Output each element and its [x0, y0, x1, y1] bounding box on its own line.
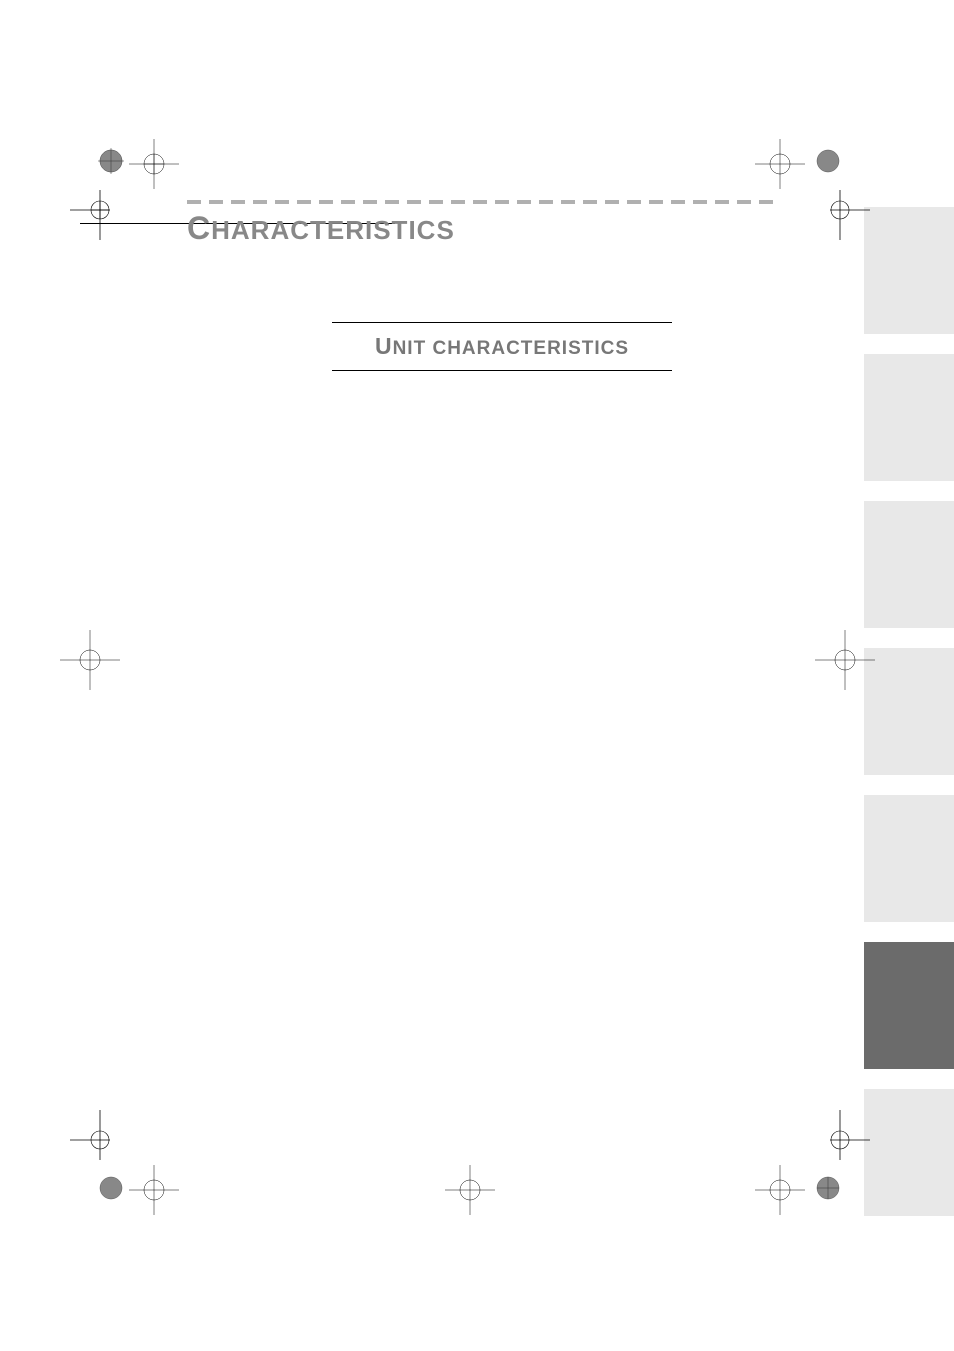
subsection-text1: NIT [393, 338, 427, 359]
side-tab [864, 1089, 954, 1216]
subsection-box: UNIT CHARACTERISTICS [332, 322, 672, 371]
trim-mark-icon [70, 1100, 130, 1160]
crosshair-icon [129, 139, 179, 189]
dash [297, 200, 311, 204]
dash [649, 200, 663, 204]
dash [341, 200, 355, 204]
trim-mark-icon [70, 190, 130, 250]
subsection-text2: CHARACTERISTICS [426, 338, 629, 359]
registration-mark-icon [815, 148, 841, 174]
dash [363, 200, 377, 204]
dash [759, 200, 773, 204]
trim-mark-icon [810, 1100, 870, 1160]
crosshair-icon [445, 1165, 495, 1215]
section-title: CHARACTERISTICS [187, 210, 817, 247]
dash [275, 200, 289, 204]
dash [627, 200, 641, 204]
dash [451, 200, 465, 204]
dash [473, 200, 487, 204]
crosshair-icon [129, 1165, 179, 1215]
dash [319, 200, 333, 204]
dash [715, 200, 729, 204]
dash [407, 200, 421, 204]
dash [539, 200, 553, 204]
dash [495, 200, 509, 204]
registration-mark-icon [98, 148, 124, 174]
dash [187, 200, 201, 204]
trim-mark-icon [810, 190, 870, 250]
decorative-dashes [187, 200, 817, 204]
section-title-text: HARACTERISTICS [211, 215, 455, 245]
dash [671, 200, 685, 204]
subsection-title: UNIT CHARACTERISTICS [332, 333, 672, 360]
dash [605, 200, 619, 204]
registration-mark-icon [98, 1175, 124, 1201]
dash [561, 200, 575, 204]
dash [693, 200, 707, 204]
side-tab [864, 795, 954, 922]
crosshair-icon [755, 139, 805, 189]
dash [737, 200, 751, 204]
side-tab [864, 501, 954, 628]
dash [517, 200, 531, 204]
dash [209, 200, 223, 204]
crosshair-icon [60, 630, 120, 690]
dash [429, 200, 443, 204]
side-tab-active [864, 942, 954, 1069]
dash [583, 200, 597, 204]
side-tabs-container [864, 207, 954, 1236]
section-title-cap: C [187, 210, 211, 246]
crosshair-icon [755, 1165, 805, 1215]
dash [231, 200, 245, 204]
crosshair-icon [815, 630, 875, 690]
registration-mark-icon [815, 1175, 841, 1201]
side-tab [864, 207, 954, 334]
dash [385, 200, 399, 204]
subsection-cap1: U [375, 333, 393, 359]
dash [253, 200, 267, 204]
side-tab [864, 648, 954, 775]
content-area: CHARACTERISTICS UNIT CHARACTERISTICS [187, 200, 817, 371]
side-tab [864, 354, 954, 481]
